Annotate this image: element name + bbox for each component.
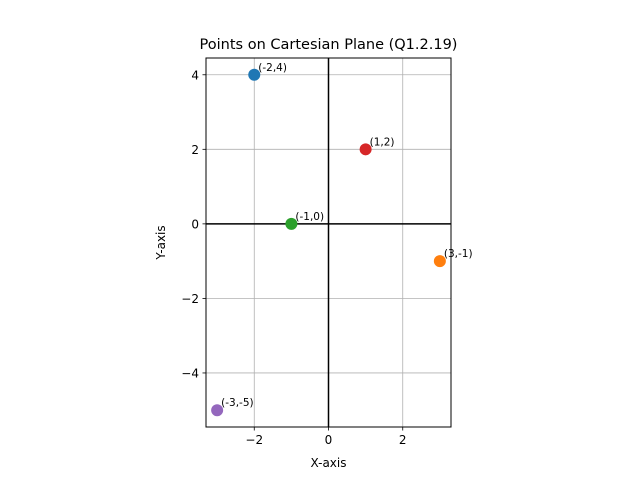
y-axis-label: Y-axis bbox=[154, 225, 168, 260]
x-axis-label: X-axis bbox=[311, 456, 347, 470]
data-point bbox=[211, 404, 224, 417]
axis-ticks: −2 0 2 −4 −2 0 2 4 bbox=[181, 68, 406, 447]
y-tick-label: −4 bbox=[181, 366, 199, 380]
y-tick-label: 4 bbox=[191, 68, 199, 82]
data-point bbox=[433, 255, 446, 268]
data-point bbox=[248, 68, 261, 81]
point-label: (1,2) bbox=[370, 136, 395, 148]
chart-title: Points on Cartesian Plane (Q1.2.19) bbox=[200, 37, 458, 53]
x-tick-label: 2 bbox=[399, 433, 407, 447]
point-annotations: (-2,4) (3,-1) (-1,0) (1,2) (-3,-5) bbox=[221, 62, 472, 409]
point-label: (3,-1) bbox=[444, 248, 473, 260]
x-tick-label: −2 bbox=[245, 433, 263, 447]
point-label: (-2,4) bbox=[258, 62, 287, 74]
point-label: (-3,-5) bbox=[221, 397, 253, 409]
data-points bbox=[211, 68, 446, 417]
point-label: (-1,0) bbox=[295, 211, 324, 223]
data-point bbox=[359, 143, 372, 156]
y-tick-label: −2 bbox=[181, 292, 199, 306]
y-tick-label: 0 bbox=[191, 217, 199, 231]
data-point bbox=[285, 217, 298, 230]
origin-axis-lines bbox=[206, 58, 451, 427]
y-tick-label: 2 bbox=[191, 143, 199, 157]
x-tick-label: 0 bbox=[325, 433, 333, 447]
